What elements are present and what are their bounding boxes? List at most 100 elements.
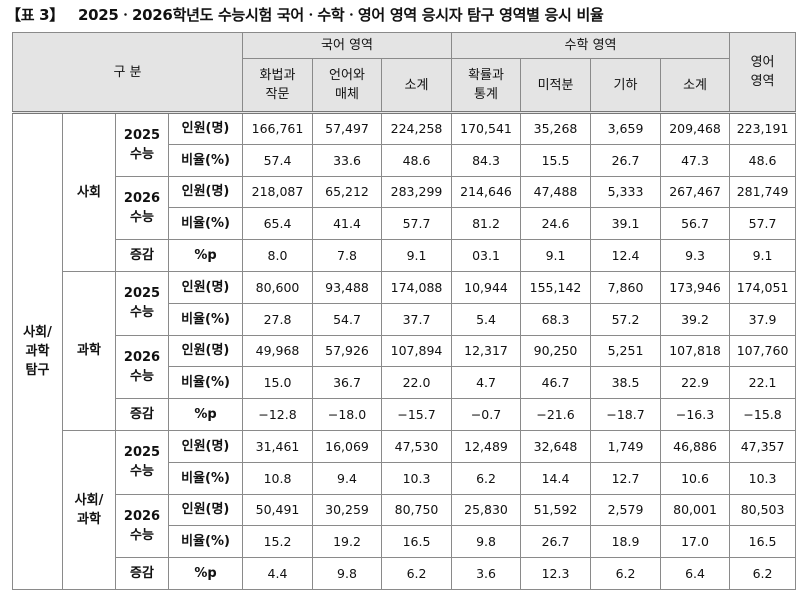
value-cell: 80,600: [242, 270, 313, 304]
value-cell: 38.5: [590, 366, 662, 400]
value-cell: 37.9: [729, 302, 797, 336]
subject-header: 언어와 매체: [312, 58, 382, 113]
value-cell: 14.4: [520, 461, 592, 495]
row-label: 인원(명): [168, 112, 243, 145]
value-cell: 12,317: [451, 334, 522, 368]
value-cell: 46.7: [520, 366, 592, 400]
value-cell: 37.7: [380, 302, 453, 336]
row-label: 인원(명): [168, 270, 243, 304]
value-cell: 39.2: [660, 302, 731, 336]
value-cell: 9.8: [451, 525, 522, 559]
table-row: 비율(%) 27.8 54.7 37.7 5.4 68.3 57.2 39.2 37.9: [13, 302, 797, 336]
value-cell: 10.3: [380, 461, 453, 495]
change-row: 증감 %p 8.0 7.8 9.1 03.1 9.1 12.4 9.3 9.1: [13, 239, 797, 272]
table-row: 비율(%) 57.4 33.6 48.6 84.3 15.5 26.7 47.3 48.6: [13, 143, 797, 177]
change-row: 증감 %p 4.4 9.8 6.2 3.6 12.3 6.2 6.4 6.2: [13, 557, 797, 590]
change-value: −16.3: [660, 398, 731, 431]
change-value: 6.2: [380, 557, 453, 590]
value-cell: 209,468: [660, 112, 731, 145]
value-cell: 10.3: [729, 461, 797, 495]
value-cell: 30,259: [312, 493, 382, 527]
value-cell: 57.7: [380, 207, 453, 241]
table-row: 사회/ 과학 탐구 사회 2025 수능 인원(명) 166,761 57,497 224,…: [12, 112, 797, 590]
value-cell: 10,944: [451, 270, 522, 304]
value-cell: 51,592: [520, 493, 592, 527]
value-cell: 57.7: [729, 207, 797, 241]
change-value: 12.3: [520, 557, 592, 590]
value-cell: 26.7: [590, 143, 662, 177]
change-value: 9.3: [660, 239, 731, 272]
value-cell: 19.2: [312, 525, 382, 559]
group-header: 구 분: [12, 32, 243, 113]
value-cell: 166,761: [242, 112, 313, 145]
change-value: −18.0: [312, 398, 382, 431]
value-cell: 41.4: [312, 207, 382, 241]
table-row: 과학 2025 수능 인원(명) 80,600 93,488 174,088 10,944 1…: [13, 270, 797, 431]
table-row: 비율(%) 10.8 9.4 10.3 6.2 14.4 12.7 10.6 10.3: [13, 461, 797, 495]
change-value: 9.1: [380, 239, 453, 272]
table-row: 2026 수능 인원(명) 218,087 65,212 283,299 214,646 4…: [13, 175, 797, 241]
korean-header: 국어 영역: [241, 32, 453, 59]
value-cell: 173,946: [660, 270, 731, 304]
value-cell: 47,357: [729, 429, 797, 463]
value-cell: 25,830: [451, 493, 522, 527]
value-cell: 26.7: [520, 525, 592, 559]
value-cell: 224,258: [380, 112, 453, 145]
value-cell: 22.0: [380, 366, 453, 400]
change-value: −0.7: [451, 398, 522, 431]
value-cell: 46,886: [660, 429, 731, 463]
year-cell: 2025 수능: [115, 429, 169, 495]
value-cell: 47,488: [520, 175, 592, 209]
change-value: 4.4: [242, 557, 313, 590]
year-cell: 2025 수능: [115, 112, 169, 177]
value-cell: 3,659: [590, 112, 662, 145]
change-value: −18.7: [590, 398, 662, 431]
value-cell: 174,088: [380, 270, 453, 304]
value-cell: 31,461: [242, 429, 313, 463]
data-table: 구 분 국어 영역 수학 영역 영어 영역 화법과 작문 언어와 매체 소계 확률과 …: [12, 32, 797, 590]
change-value: 9.8: [312, 557, 382, 590]
value-cell: 65.4: [242, 207, 313, 241]
row-label: 비율(%): [168, 143, 243, 177]
value-cell: 50,491: [242, 493, 313, 527]
subject-row: 화법과 작문 언어와 매체 소계 확률과 통계 미적분 기하 소계: [13, 58, 796, 113]
value-cell: 174,051: [729, 270, 797, 304]
value-cell: 10.6: [660, 461, 731, 495]
value-cell: 4.7: [451, 366, 522, 400]
value-cell: 155,142: [520, 270, 592, 304]
row-label: 인원(명): [168, 175, 243, 209]
value-cell: 2,579: [590, 493, 662, 527]
row-label: 비율(%): [168, 366, 243, 400]
value-cell: 107,894: [380, 334, 453, 368]
value-cell: 48.6: [380, 143, 453, 177]
group-cell: 사회: [62, 112, 116, 272]
value-cell: 39.1: [590, 207, 662, 241]
value-cell: 80,750: [380, 493, 453, 527]
change-unit: %p: [168, 557, 243, 590]
value-cell: 16,069: [312, 429, 382, 463]
value-cell: 5,251: [590, 334, 662, 368]
value-cell: 17.0: [660, 525, 731, 559]
value-cell: 80,001: [660, 493, 731, 527]
value-cell: 16.5: [380, 525, 453, 559]
subject-header: 미적분: [520, 58, 592, 113]
value-cell: 57.4: [242, 143, 313, 177]
subject-header: 소계: [380, 58, 453, 113]
row-label: 비율(%): [168, 461, 243, 495]
value-cell: 22.9: [660, 366, 731, 400]
value-cell: 68.3: [520, 302, 592, 336]
value-cell: 35,268: [520, 112, 592, 145]
value-cell: 107,818: [660, 334, 731, 368]
year-cell: 2025 수능: [115, 270, 169, 336]
value-cell: 16.5: [729, 525, 797, 559]
change-value: 6.2: [729, 557, 797, 590]
value-cell: 7,860: [590, 270, 662, 304]
change-unit: %p: [168, 239, 243, 272]
value-cell: 36.7: [312, 366, 382, 400]
header-row: 구 분 국어 영역 수학 영역 영어 영역: [12, 32, 797, 113]
value-cell: 5,333: [590, 175, 662, 209]
table-row: 사회/ 과학 2025 수능 인원(명) 31,461 16,069 47,530 12,4…: [13, 429, 797, 590]
change-value: 6.2: [590, 557, 662, 590]
row-label: 인원(명): [168, 334, 243, 368]
value-cell: 214,646: [451, 175, 522, 209]
